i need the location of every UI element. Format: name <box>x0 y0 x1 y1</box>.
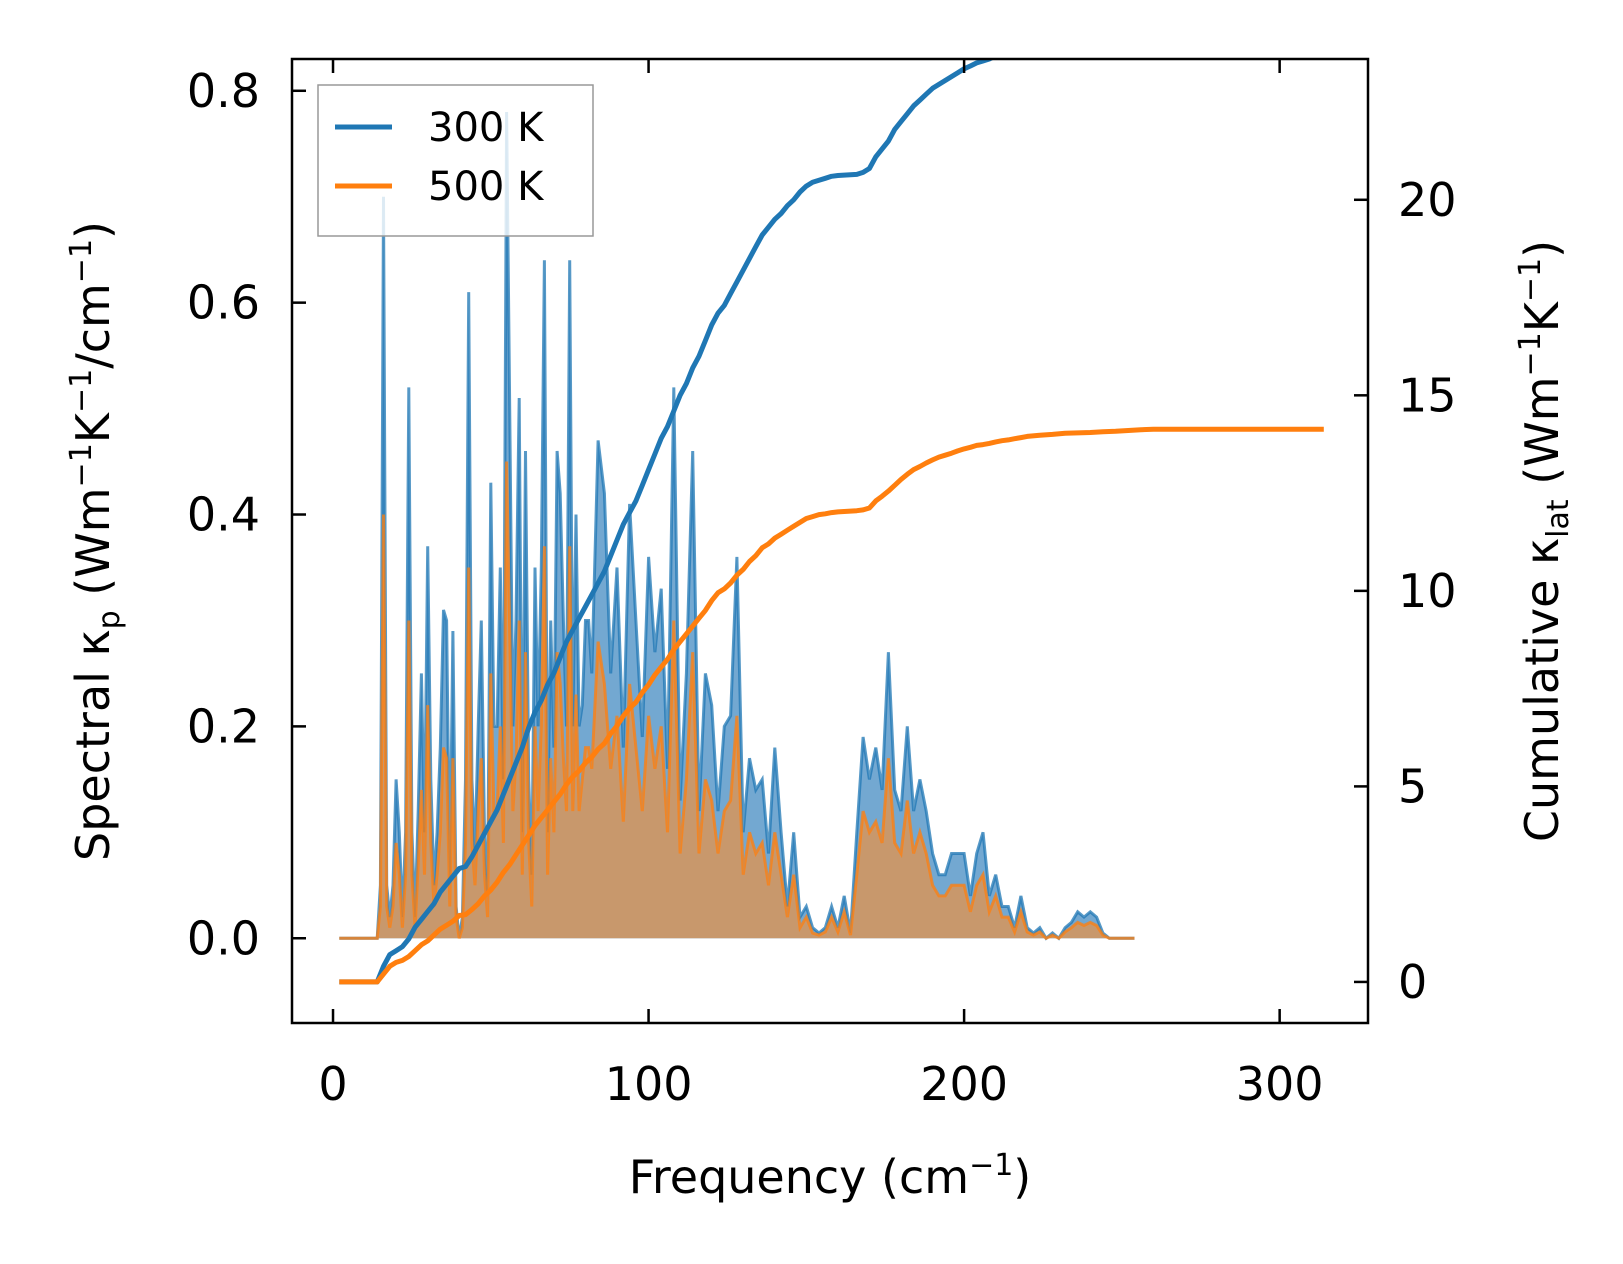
y-left-tick-label-2: 0.4 <box>187 488 260 542</box>
x-axis-label: Frequency (cm−1) <box>629 1148 1032 1204</box>
cumulative-300k-line <box>339 59 996 985</box>
y-right-tick-label-15: 15 <box>1398 368 1457 422</box>
spectral-500k-line <box>339 461 1135 941</box>
x-tick-labels: 0 100 200 300 <box>318 1057 1323 1111</box>
y-left-axis-label: Spectral κp (Wm−1K−1/cm−1) <box>64 221 127 861</box>
x-tick-label-100: 100 <box>605 1057 693 1111</box>
y-right-tick-label-20: 20 <box>1398 173 1457 227</box>
y-left-tick-label-4: 0.8 <box>187 64 260 118</box>
data-lines <box>339 59 1324 985</box>
legend-label-500k: 500 K <box>428 164 545 210</box>
legend: 300 K 500 K <box>317 84 594 237</box>
x-tick-label-300: 300 <box>1236 1057 1324 1111</box>
y-left-tick-label-0: 0.0 <box>187 911 260 965</box>
x-tick-label-200: 200 <box>920 1057 1008 1111</box>
y-left-tick-label-1: 0.2 <box>187 699 260 753</box>
y-left-tick-labels: 0.0 0.2 0.4 0.6 0.8 <box>187 64 260 965</box>
y-right-tick-label-5: 5 <box>1398 759 1427 813</box>
legend-box <box>317 84 594 237</box>
plot-frame <box>290 57 1370 1025</box>
axis-ticks <box>292 59 1368 1023</box>
y-right-tick-labels: 0 5 10 15 20 <box>1398 173 1457 1009</box>
x-tick-label-0: 0 <box>318 1057 347 1111</box>
y-right-tick-label-0: 0 <box>1398 955 1427 1009</box>
y-right-axis-label: Cumulative κlat (Wm−1K−1) <box>1513 240 1576 842</box>
spectral-300k-fill <box>339 112 1135 939</box>
y-right-tick-label-10: 10 <box>1398 564 1457 618</box>
legend-label-300k: 300 K <box>428 105 545 151</box>
cumulative-500k-line <box>339 426 1324 985</box>
y-left-tick-label-3: 0.6 <box>187 276 260 330</box>
